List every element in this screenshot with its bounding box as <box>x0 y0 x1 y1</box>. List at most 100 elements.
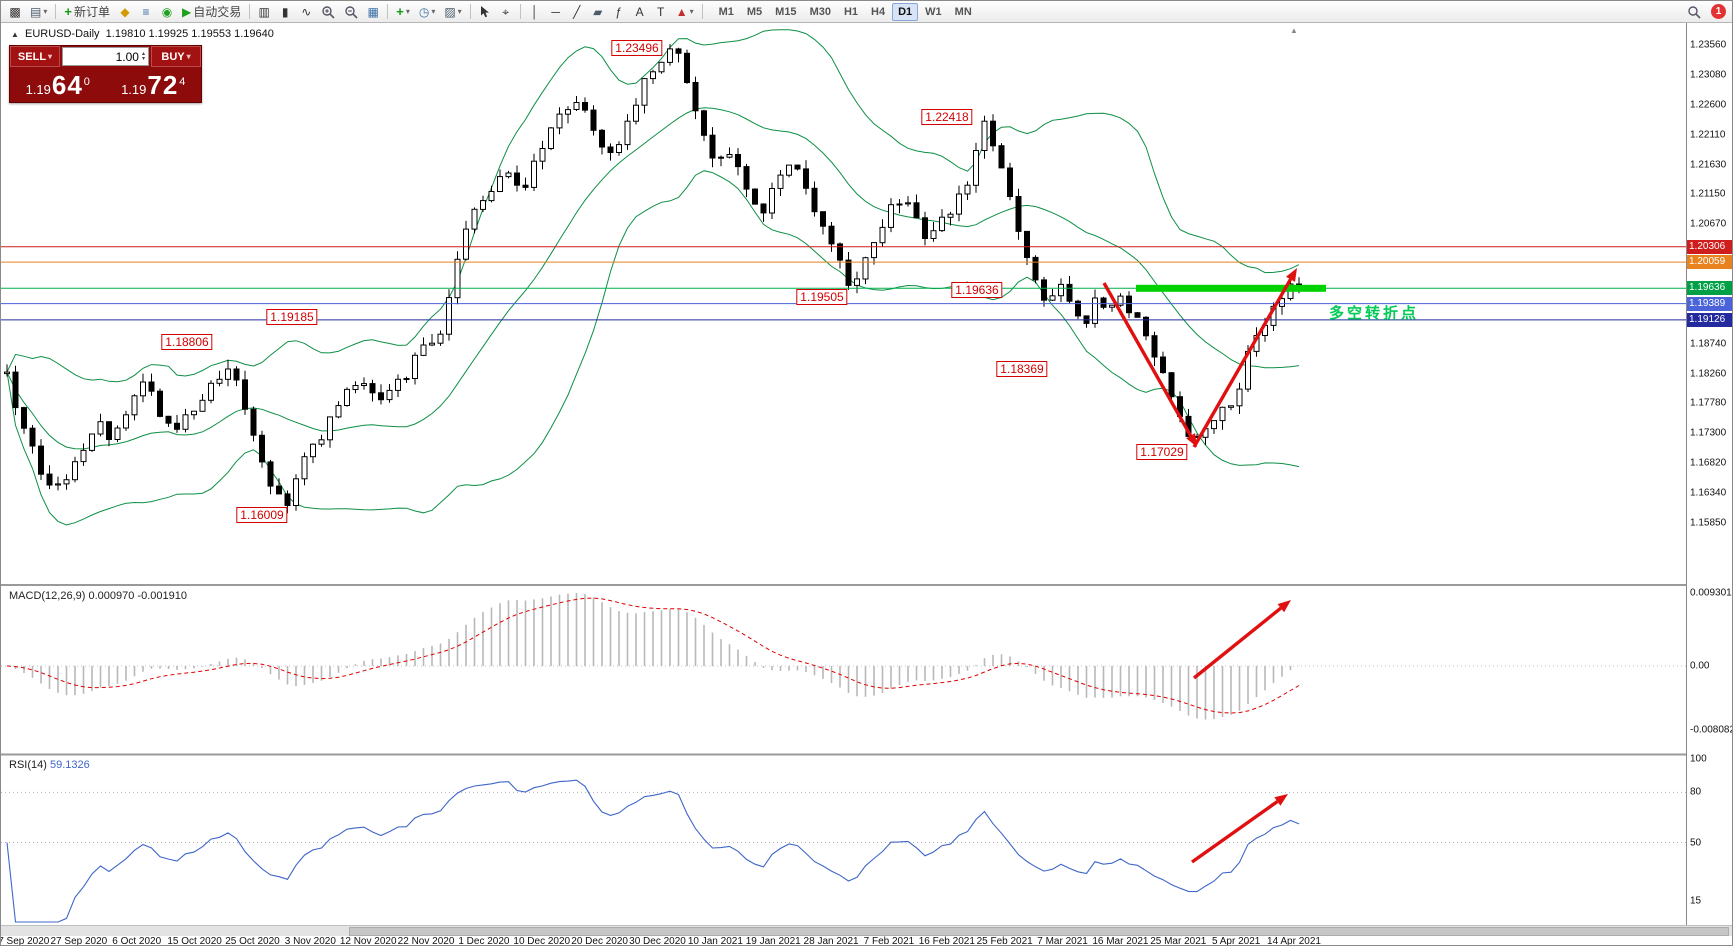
search-button[interactable] <box>1683 2 1705 22</box>
line-chart-button[interactable]: ∿ <box>296 2 316 22</box>
cursor-icon <box>481 6 490 18</box>
x-axis-date: 25 Feb 2021 <box>976 936 1033 946</box>
macd-label: MACD(12,26,9) 0.000970 -0.001910 <box>9 590 187 602</box>
cursor-button[interactable] <box>475 2 495 22</box>
channel-button[interactable]: ▰ <box>588 2 608 22</box>
timeframe-button-mn[interactable]: MN <box>954 5 972 18</box>
new-chart-button[interactable]: ▩ <box>5 2 25 22</box>
sell-price[interactable]: 1.19 64 0 <box>10 70 106 100</box>
timeframe-button-m5[interactable]: M5 <box>746 5 763 18</box>
price-annotation-label[interactable]: 1.16009 <box>236 507 288 523</box>
rsi-name: RSI(14) <box>9 759 47 771</box>
toolbar-separator <box>387 4 389 19</box>
horizontal-line-icon: ─ <box>551 4 560 19</box>
price-annotation-label[interactable]: 1.23496 <box>611 40 663 56</box>
x-axis-date: 25 Oct 2020 <box>225 936 280 946</box>
templates-button[interactable]: ▨ ▾ <box>440 2 465 22</box>
favorites-button[interactable]: ◆ <box>115 2 135 22</box>
buy-button[interactable]: BUY ▾ <box>151 46 201 67</box>
new-order-label: 新订单 <box>73 5 110 19</box>
volume-up-button[interactable]: ▴ <box>141 50 145 57</box>
price-annotation-label[interactable]: 1.19185 <box>266 309 318 325</box>
templates-icon: ▨ <box>444 4 456 19</box>
new-chart-icon: ▩ <box>9 4 21 19</box>
timeframe-button-d1[interactable]: D1 <box>892 2 919 21</box>
shapes-button[interactable]: ▲ ▾ <box>672 2 698 22</box>
new-order-button[interactable]: + 新订单 <box>60 2 114 22</box>
bar-chart-button[interactable]: ▥ <box>254 2 274 22</box>
price-annotation-label[interactable]: 1.18806 <box>161 334 213 350</box>
line-chart-icon: ∿ <box>301 4 312 19</box>
highlight-zone[interactable] <box>1136 284 1326 292</box>
horizontal-lines[interactable] <box>1 246 1686 321</box>
trendline-button[interactable]: ╱ <box>567 2 587 22</box>
autotrade-button[interactable]: ▶ 自动交易 <box>178 2 245 22</box>
buy-price[interactable]: 1.19 72 4 <box>106 70 202 100</box>
chart-canvas[interactable] <box>1 1 1686 946</box>
sell-price-main: 1.19 <box>25 81 51 97</box>
indicators-add-icon: + <box>396 3 404 19</box>
collapse-triangle-icon[interactable]: ▲ <box>11 30 19 39</box>
axis-tick: 80 <box>1690 786 1702 798</box>
horizontal-line-button[interactable]: ─ <box>546 2 566 22</box>
period-button[interactable]: ◷ ▾ <box>415 2 440 22</box>
price-annotation-label[interactable]: 1.19505 <box>796 289 848 305</box>
timeframe-button-m1[interactable]: M1 <box>718 5 734 18</box>
trend-arrow-rsi[interactable] <box>1191 794 1288 864</box>
zoom-out-button[interactable] <box>340 2 362 22</box>
trend-arrow-main[interactable] <box>1192 268 1297 448</box>
timeframe-button-m15[interactable]: M15 <box>775 5 797 18</box>
price-annotation-label[interactable]: 1.17029 <box>1136 444 1188 460</box>
timeframe-button-m30[interactable]: M30 <box>809 5 831 18</box>
one-click-trading-panel: SELL ▾ 1.00 ▴ ▾ BUY ▾ 1.19 64 0 1.19 72 4 <box>9 45 202 103</box>
crosshair-button[interactable]: ⌖ <box>496 2 516 22</box>
x-axis-date: 17 Sep 2020 <box>1 936 50 946</box>
scroll-to-end-icon[interactable]: ▲ <box>1290 26 1298 35</box>
timeframe-button-w1[interactable]: W1 <box>925 5 942 18</box>
price-annotation-label[interactable]: 1.18369 <box>996 361 1048 377</box>
sell-price-big: 64 <box>51 69 83 100</box>
data-window-button[interactable]: ◉ <box>157 2 177 22</box>
x-axis-date: 10 Dec 2020 <box>513 936 571 946</box>
volume-input[interactable]: 1.00 ▴ ▾ <box>62 47 149 66</box>
candle-chart-button[interactable]: ▮ <box>275 2 295 22</box>
timeframe-button-h1[interactable]: H1 <box>843 5 859 18</box>
zoom-in-button[interactable] <box>317 2 339 22</box>
horizontal-scrollbar[interactable] <box>1 925 1732 936</box>
favorites-icon: ◆ <box>120 4 130 19</box>
timeframe-button-h4[interactable]: H4 <box>871 5 886 18</box>
x-axis-date: 6 Oct 2020 <box>112 936 162 946</box>
notification-badge[interactable]: 1 <box>1711 4 1726 19</box>
fibonacci-button[interactable]: ƒ <box>609 2 629 22</box>
toolbar-separator <box>519 4 521 19</box>
toolbar-separator <box>701 4 703 19</box>
sell-label: SELL <box>17 50 47 63</box>
price-annotation-label[interactable]: 1.22418 <box>921 109 973 125</box>
price-annotation-label[interactable]: 1.19636 <box>951 282 1003 298</box>
text-tool-button[interactable]: A <box>630 2 650 22</box>
scrollbar-thumb[interactable] <box>349 927 1729 936</box>
buy-price-big: 72 <box>147 69 179 100</box>
turning-point-annotation[interactable]: 多空转折点 <box>1329 305 1420 322</box>
trend-arrow-macd[interactable] <box>1192 600 1291 680</box>
x-axis-date: 10 Jan 2021 <box>687 936 743 946</box>
axis-tick: 50 <box>1690 837 1702 849</box>
x-axis-date: 12 Nov 2020 <box>339 936 397 946</box>
volume-down-button[interactable]: ▾ <box>141 55 145 62</box>
chevron-down-icon: ▾ <box>43 7 48 16</box>
axis-tick: 1.18740 <box>1690 338 1727 350</box>
autotrade-play-icon: ▶ <box>181 4 192 19</box>
x-axis-date: 14 Apr 2021 <box>1267 936 1321 946</box>
trend-arrow-main[interactable] <box>1102 282 1197 447</box>
vertical-line-button[interactable]: │ <box>525 2 545 22</box>
market-watch-button[interactable]: ≡ <box>136 2 156 22</box>
price-axis[interactable]: 1.23560 1.23080 1.22600 1.22110 1.21630 1.211… <box>1686 23 1732 925</box>
indicators-add-button[interactable]: + ▾ <box>392 2 414 22</box>
tile-windows-button[interactable]: ▦ <box>363 2 383 22</box>
profiles-button[interactable]: ▤ ▾ <box>26 2 51 22</box>
sell-button[interactable]: SELL ▾ <box>10 46 60 67</box>
label-tool-button[interactable]: T <box>651 2 671 22</box>
text-tool-icon: A <box>635 4 644 19</box>
crosshair-icon: ⌖ <box>502 4 510 19</box>
